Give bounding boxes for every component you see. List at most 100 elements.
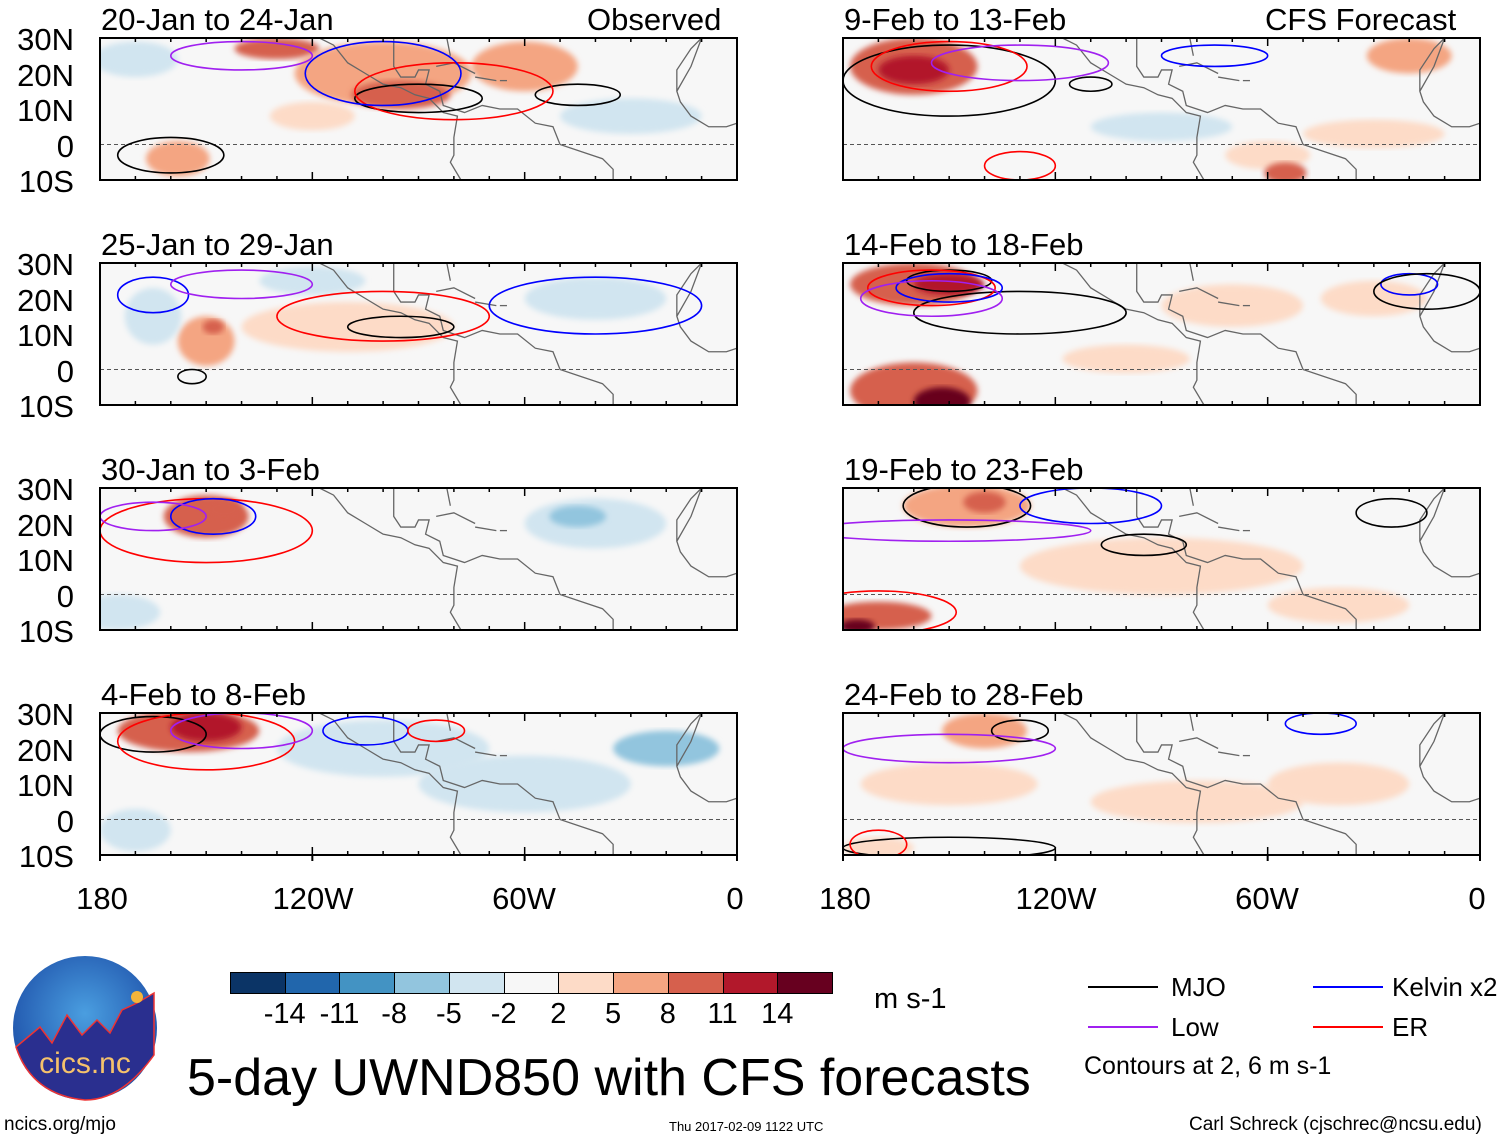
- wind-anomaly-shading: [471, 41, 578, 92]
- coastline: [446, 488, 451, 506]
- wind-anomaly-shading: [170, 713, 242, 742]
- wind-anomaly-shading: [913, 387, 971, 405]
- x-tick-label: 60W: [492, 881, 556, 916]
- y-tick-label: 10S: [18, 164, 74, 199]
- footer-url[interactable]: ncics.org/mjo: [4, 1114, 116, 1135]
- coastline: [1419, 38, 1446, 92]
- colorbar-swatch: [284, 972, 341, 994]
- legend-line-mjo: [1088, 986, 1158, 988]
- coastline: [1062, 263, 1205, 405]
- panel-title: 4-Feb to 8-Feb: [101, 677, 307, 712]
- coastline: [676, 488, 703, 542]
- wind-anomaly-shading: [1161, 284, 1304, 327]
- wind-anomaly-shading: [124, 287, 182, 345]
- y-tick-label: 20N: [17, 732, 74, 768]
- coastline: [1218, 526, 1240, 532]
- contour-mjo: [346, 315, 455, 339]
- wind-anomaly-shading: [146, 140, 210, 177]
- panel-title: 24-Feb to 28-Feb: [844, 677, 1084, 712]
- coastline: [1419, 713, 1480, 803]
- y-tick-label: 10N: [17, 318, 74, 353]
- colorbar-label: -14: [263, 998, 306, 1030]
- coastline: [1136, 38, 1357, 180]
- x-tick-label: 60W: [1235, 881, 1299, 916]
- wind-anomaly-shading: [560, 98, 702, 134]
- colorbar-label: -11: [319, 998, 360, 1030]
- contour-er: [983, 150, 1057, 180]
- wind-anomaly-shading: [202, 319, 224, 334]
- colorbar-swatch: [339, 972, 396, 994]
- colorbar-label: -2: [490, 998, 517, 1030]
- y-tick-label: 10N: [17, 93, 74, 128]
- panel-title: 9-Feb to 13-Feb: [844, 2, 1067, 37]
- colorbar-label: 8: [659, 998, 676, 1030]
- legend-label-low: Low: [1171, 1012, 1219, 1042]
- y-tick-label: 10S: [18, 389, 74, 424]
- colorbar-label: -8: [381, 998, 408, 1030]
- legend-label-mjo: MJO: [1171, 972, 1226, 1002]
- wind-anomaly-shading: [613, 730, 720, 767]
- coastline: [475, 751, 497, 757]
- wind-anomaly-shading: [524, 277, 667, 320]
- wind-anomaly-shading: [276, 720, 490, 777]
- contour-note: Contours at 2, 6 m s-1: [1084, 1052, 1332, 1080]
- contour-mjo: [116, 136, 225, 174]
- coastline: [436, 737, 476, 750]
- colorbar-swatch: [558, 972, 615, 994]
- legend-line-er: [1313, 1026, 1383, 1028]
- y-tick-label: 30N: [17, 22, 74, 57]
- wind-anomaly-shading: [942, 713, 1028, 749]
- y-tick-label: 20N: [17, 282, 74, 318]
- legend-line-kelvin: [1313, 986, 1383, 988]
- contour-low: [859, 279, 1004, 318]
- wind-anomaly-shading: [843, 619, 875, 630]
- contour-mjo: [177, 368, 207, 385]
- wind-anomaly-shading: [1062, 344, 1190, 374]
- contour-mjo: [353, 83, 483, 114]
- colorbar-swatch: [394, 972, 450, 994]
- cics-logo: cics.nc: [13, 956, 157, 1101]
- wind-anomaly-shading: [100, 41, 178, 78]
- contour-kelvin: [895, 272, 1004, 303]
- coastline: [393, 713, 614, 855]
- coastline: [393, 38, 614, 180]
- footer-author: Carl Schreck (cjschrec@ncsu.edu): [1189, 1114, 1482, 1135]
- y-tick-label: 10S: [18, 839, 74, 874]
- coastline: [1419, 713, 1446, 767]
- wind-anomaly-shading: [1090, 780, 1304, 824]
- coastline: [1189, 713, 1194, 731]
- contour-mjo: [990, 719, 1050, 743]
- coastline: [319, 263, 462, 405]
- colorbar-label: 14: [761, 998, 794, 1030]
- contour-mjo: [902, 488, 1032, 528]
- contour-er: [866, 269, 996, 307]
- coastline: [1136, 488, 1357, 630]
- wind-anomaly-shading: [100, 594, 161, 630]
- coastline: [319, 38, 462, 180]
- coastline: [1062, 488, 1205, 630]
- contour-er: [116, 713, 296, 771]
- y-tick-label: 10S: [18, 614, 74, 649]
- contour-low: [100, 501, 207, 532]
- coastline: [1218, 751, 1240, 757]
- x-tick-label: 120W: [272, 881, 354, 916]
- wind-anomaly-shading: [269, 101, 355, 131]
- contour-low: [843, 733, 1057, 764]
- coastline: [393, 263, 614, 405]
- legend-label-kelvin: Kelvin x2: [1392, 972, 1498, 1002]
- colorbar-swatch: [777, 972, 833, 994]
- contour-mjo: [100, 715, 207, 753]
- coastline: [436, 512, 476, 525]
- coastline: [1218, 76, 1240, 82]
- contour-kelvin: [169, 497, 257, 535]
- x-tick-label: 180: [819, 881, 871, 916]
- x-tick-label: 0: [726, 881, 744, 916]
- panel-title: 20-Jan to 24-Jan: [101, 2, 334, 37]
- wind-anomaly-shading: [1267, 587, 1410, 623]
- panel-title: 14-Feb to 18-Feb: [844, 227, 1084, 262]
